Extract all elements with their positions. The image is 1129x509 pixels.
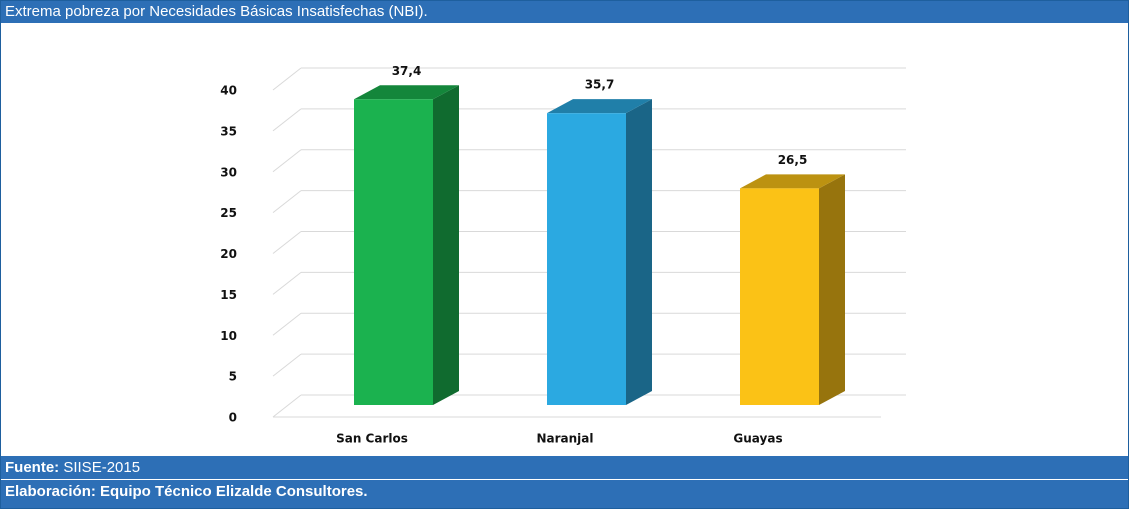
footer-source: Fuente: SIISE-2015 bbox=[1, 456, 1128, 479]
grid-diagonal bbox=[272, 231, 302, 254]
grid-diagonal bbox=[272, 312, 302, 336]
x-tick-label: San Carlos bbox=[336, 432, 408, 446]
footer-credit: Elaboración: Equipo Técnico Elizalde Con… bbox=[1, 480, 1128, 508]
value-label: 35,7 bbox=[585, 78, 615, 92]
header: Extrema pobreza por Necesidades Básicas … bbox=[1, 1, 1128, 23]
header-title: Extrema pobreza por Necesidades Básicas … bbox=[5, 3, 428, 20]
grid-diagonal bbox=[272, 190, 302, 214]
y-tick-label: 40 bbox=[220, 84, 237, 98]
bar-side bbox=[626, 99, 652, 405]
grid-diagonal bbox=[272, 67, 302, 91]
grid-diagonal bbox=[272, 108, 302, 132]
y-tick-label: 5 bbox=[229, 370, 237, 384]
bar-top bbox=[740, 174, 845, 189]
grid-diagonal bbox=[272, 149, 302, 173]
credit: Elaboración: Equipo Técnico Elizalde Con… bbox=[5, 483, 368, 500]
value-label: 37,4 bbox=[392, 64, 422, 78]
y-tick-label: 30 bbox=[220, 165, 237, 179]
bar-side bbox=[433, 85, 459, 405]
chart: 0 5 10 15 20 25 30 35 40 San Carlos 37,4 Naranjal 35… bbox=[220, 64, 906, 446]
bar bbox=[547, 113, 626, 405]
bar-top bbox=[547, 99, 652, 114]
source-label: Fuente: bbox=[5, 459, 60, 476]
y-tick-label: 20 bbox=[220, 247, 237, 261]
y-tick-label: 0 bbox=[229, 411, 237, 425]
x-tick-label: Naranjal bbox=[536, 432, 593, 446]
y-tick-label: 35 bbox=[220, 124, 237, 138]
y-tick-label: 15 bbox=[220, 288, 237, 302]
y-tick-label: 25 bbox=[220, 206, 237, 220]
grid-diagonal bbox=[272, 394, 302, 418]
grid-diagonal bbox=[272, 271, 302, 295]
source: SIISE-2015 bbox=[63, 459, 141, 476]
bar-side bbox=[819, 174, 845, 405]
x-tick-label: Guayas bbox=[733, 432, 782, 446]
bar-top bbox=[354, 85, 459, 100]
bar bbox=[740, 188, 819, 405]
y-tick-label: 10 bbox=[220, 329, 237, 343]
grid-diagonal bbox=[272, 353, 302, 377]
bar bbox=[354, 99, 433, 405]
value-label: 26,5 bbox=[778, 153, 808, 167]
